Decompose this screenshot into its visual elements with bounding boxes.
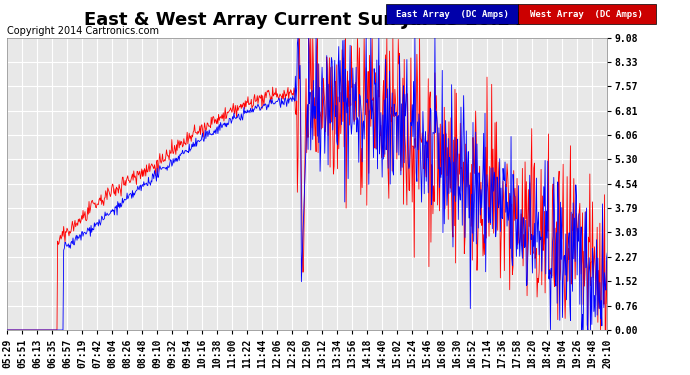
Text: East & West Array Current Sun Jul 13 20:24: East & West Array Current Sun Jul 13 20:… (84, 11, 523, 29)
Text: East Array  (DC Amps): East Array (DC Amps) (395, 10, 509, 19)
Text: West Array  (DC Amps): West Array (DC Amps) (530, 10, 643, 19)
Text: Copyright 2014 Cartronics.com: Copyright 2014 Cartronics.com (7, 26, 159, 36)
